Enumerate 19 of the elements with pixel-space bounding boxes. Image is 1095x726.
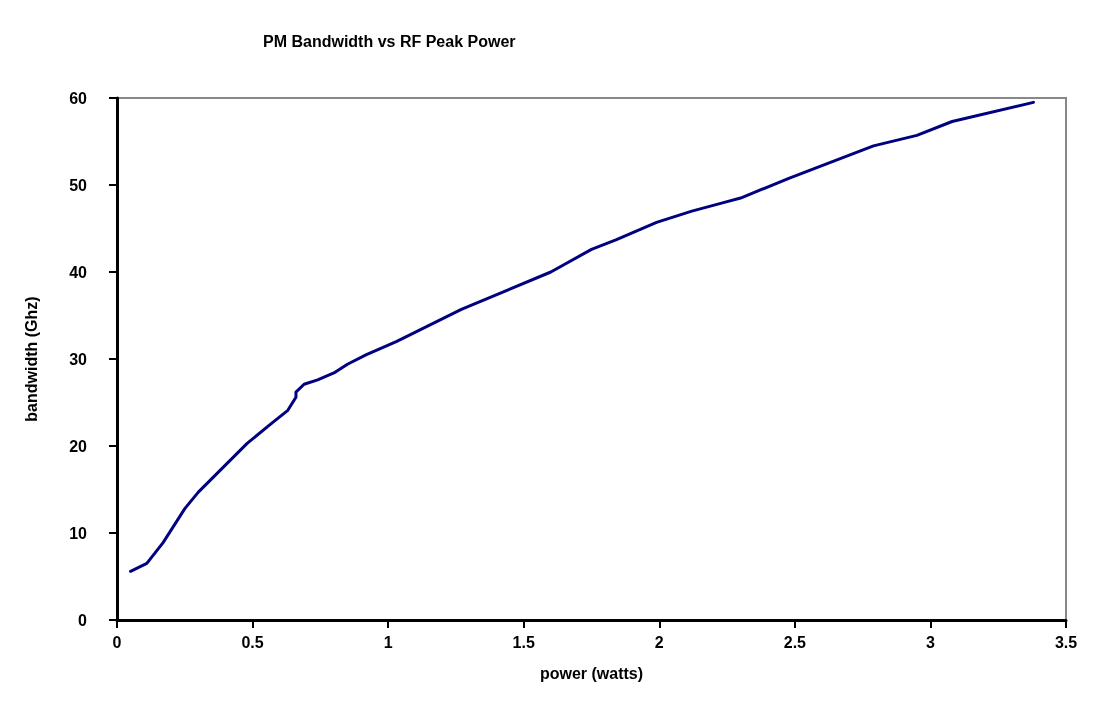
x-tick-label: 1.5 bbox=[512, 633, 535, 651]
x-tick-label: 1 bbox=[383, 633, 393, 651]
line-series bbox=[129, 100, 1035, 573]
y-tick-label: 50 bbox=[69, 176, 88, 194]
x-tick-label: 0.5 bbox=[241, 633, 264, 651]
x-tick-label: 0 bbox=[112, 633, 122, 651]
chart-title: PM Bandwidth vs RF Peak Power bbox=[263, 32, 516, 50]
y-tick-label: 20 bbox=[69, 437, 88, 455]
x-tick-label: 3.5 bbox=[1054, 633, 1078, 651]
y-tick-label: 0 bbox=[78, 611, 88, 629]
x-tick-label: 2 bbox=[654, 633, 664, 651]
x-tick-label: 3 bbox=[925, 633, 935, 651]
y-tick-label: 60 bbox=[69, 89, 88, 107]
y-tick-label: 10 bbox=[69, 524, 88, 542]
y-tick-label: 40 bbox=[69, 263, 88, 281]
x-tick-label: 2.5 bbox=[783, 633, 807, 651]
x-axis-title: power (watts) bbox=[539, 664, 644, 682]
y-axis-title: bandwidth (Ghz) bbox=[22, 296, 40, 422]
y-tick-label: 30 bbox=[69, 350, 88, 368]
